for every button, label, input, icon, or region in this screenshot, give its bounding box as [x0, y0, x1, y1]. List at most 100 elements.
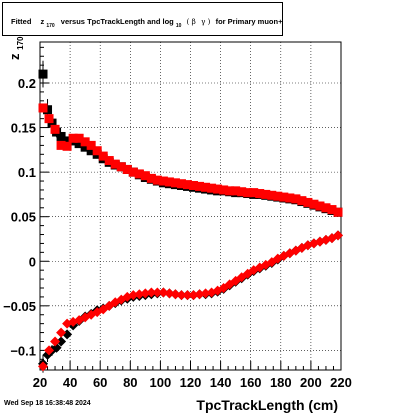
data-point [56, 327, 67, 338]
data-point [140, 288, 151, 299]
data-point [195, 181, 205, 191]
data-point [80, 142, 90, 152]
data-point [68, 133, 78, 143]
data-point [272, 253, 283, 264]
y-tick-label: 0.15 [11, 121, 36, 136]
title-suffix: for Primary muon+ [216, 17, 284, 26]
x-tick-label: 60 [93, 375, 107, 390]
data-point [164, 177, 174, 187]
data-point [201, 182, 211, 192]
data-point [291, 194, 301, 204]
data-point [237, 187, 247, 197]
data-point [170, 289, 181, 300]
y-tick-label: −0.1 [10, 343, 36, 358]
data-point [219, 185, 229, 195]
data-point [134, 289, 145, 300]
data-point [38, 69, 48, 79]
data-point [213, 184, 223, 194]
data-point [128, 167, 138, 177]
data-point [255, 189, 265, 199]
data-point [207, 183, 217, 193]
data-point [62, 136, 72, 146]
timestamp-footer: Wed Sep 18 16:38:48 2024 [4, 400, 91, 407]
x-tick-label: 180 [270, 375, 292, 390]
title-z: z [41, 17, 45, 26]
data-point [110, 159, 120, 169]
data-point [74, 133, 84, 143]
data-point [158, 287, 169, 298]
svg-text:Fitted z 170: Fitted z 170 versus TpcTrackLength and l… [11, 17, 283, 29]
data-point [249, 188, 259, 198]
title-paren-open: ( [187, 17, 190, 26]
data-point [182, 180, 192, 190]
data-point [74, 139, 84, 149]
data-point [333, 207, 343, 217]
data-point [62, 329, 73, 340]
x-tick-label: 140 [210, 375, 232, 390]
data-point [182, 290, 193, 301]
title-gamma: γ [201, 17, 206, 26]
data-point [62, 141, 72, 151]
data-point [285, 193, 295, 203]
title-mid: versus TpcTrackLength and log [61, 17, 174, 26]
title-beta: β [192, 17, 196, 26]
data-point [188, 290, 199, 301]
data-point [279, 192, 289, 202]
data-point [309, 199, 319, 209]
y-tick-label: 0.1 [18, 165, 36, 180]
data-point [116, 162, 126, 172]
data-point [86, 140, 96, 150]
x-axis-label: TpcTrackLength (cm) [196, 397, 338, 413]
x-tick-label: 80 [123, 375, 137, 390]
data-point [56, 131, 66, 141]
data-point [50, 124, 60, 134]
data-point [303, 197, 313, 207]
data-point [176, 179, 186, 189]
data-point [134, 169, 144, 179]
data-point [86, 146, 96, 156]
data-point [152, 175, 162, 185]
data-point [104, 156, 114, 166]
title-log-sub: 10 [176, 23, 182, 29]
y-axis-label-sub: 170 [16, 36, 25, 50]
grid [40, 42, 341, 370]
y-axis-label: z 170 [7, 36, 25, 60]
y-tick-label: −0.05 [3, 299, 36, 314]
data-point [170, 178, 180, 188]
data-point [176, 290, 187, 301]
data-markers [38, 69, 343, 372]
svg-text:z 170: z 170 [7, 36, 25, 60]
x-tick-label: 40 [63, 375, 77, 390]
data-point [50, 336, 61, 347]
tick-labels: 20 40 60 80 100 120 140 160 180 200 220 −0.1 −0.05 0 0… [3, 76, 352, 390]
data-point [267, 190, 277, 200]
data-point [140, 171, 150, 181]
data-point [44, 345, 55, 356]
data-point [200, 288, 211, 299]
title-prefix: Fitted [11, 17, 32, 26]
data-point [321, 203, 331, 213]
data-point [80, 137, 90, 147]
x-tick-label: 220 [330, 375, 352, 390]
data-point [44, 114, 54, 124]
data-point [146, 287, 157, 298]
data-point [225, 186, 235, 196]
y-tick-label: 0 [29, 254, 36, 269]
data-point [98, 151, 108, 161]
y-tick-label: 0.05 [11, 210, 36, 225]
data-point [146, 173, 156, 183]
data-point [38, 103, 48, 113]
data-point [332, 230, 343, 241]
title-paren-close: ) [208, 17, 211, 26]
data-point [261, 189, 271, 199]
data-point [273, 191, 283, 201]
data-point [158, 176, 168, 186]
chart-title-box: Fitted z 170 versus TpcTrackLength and l… [2, 2, 283, 36]
data-point [92, 146, 102, 156]
x-tick-label: 20 [33, 375, 47, 390]
chart-title: Fitted z 170 versus TpcTrackLength and l… [11, 17, 283, 29]
x-tick-label: 120 [180, 375, 202, 390]
data-point [128, 290, 139, 301]
x-tick-label: 160 [240, 375, 262, 390]
